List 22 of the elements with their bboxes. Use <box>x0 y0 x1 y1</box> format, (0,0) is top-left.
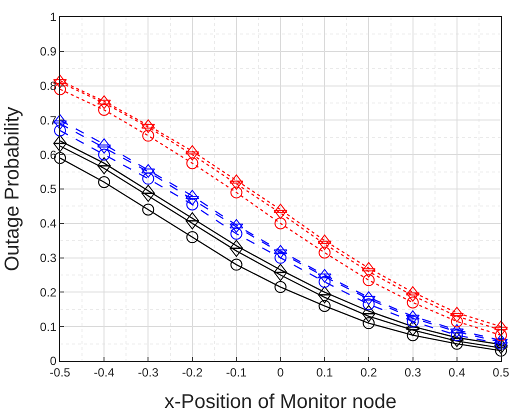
x-tick-label: 0 <box>277 365 284 380</box>
x-tick-label: 0.3 <box>404 365 422 380</box>
y-tick-label: 1 <box>50 10 57 24</box>
y-tick-label: 0.7 <box>40 113 57 128</box>
y-tick-label: 0.1 <box>40 320 57 334</box>
y-tick-label: 0.6 <box>40 148 57 162</box>
y-tick-label: 0.8 <box>40 79 57 93</box>
y-axis-title: Outage Probability <box>1 106 24 272</box>
x-tick-label: -0.4 <box>94 365 115 380</box>
x-tick-label: 0.2 <box>360 365 378 380</box>
y-tick-label: 0.9 <box>40 44 57 59</box>
x-tick-label: -0.2 <box>182 365 203 380</box>
x-axis-title: x-Position of Monitor node <box>164 390 397 413</box>
x-tick-label: 0.5 <box>492 365 510 380</box>
x-tick-label: -0.3 <box>138 365 159 380</box>
y-tick-label: 0.2 <box>40 285 57 300</box>
x-tick-label: 0.4 <box>448 365 466 380</box>
y-tick-label: 0.4 <box>40 216 57 231</box>
y-tick-label: 0.3 <box>40 251 57 265</box>
x-tick-label: 0.1 <box>316 365 334 380</box>
x-tick-label: -0.1 <box>226 365 248 380</box>
y-tick-label: 0.5 <box>40 182 57 196</box>
